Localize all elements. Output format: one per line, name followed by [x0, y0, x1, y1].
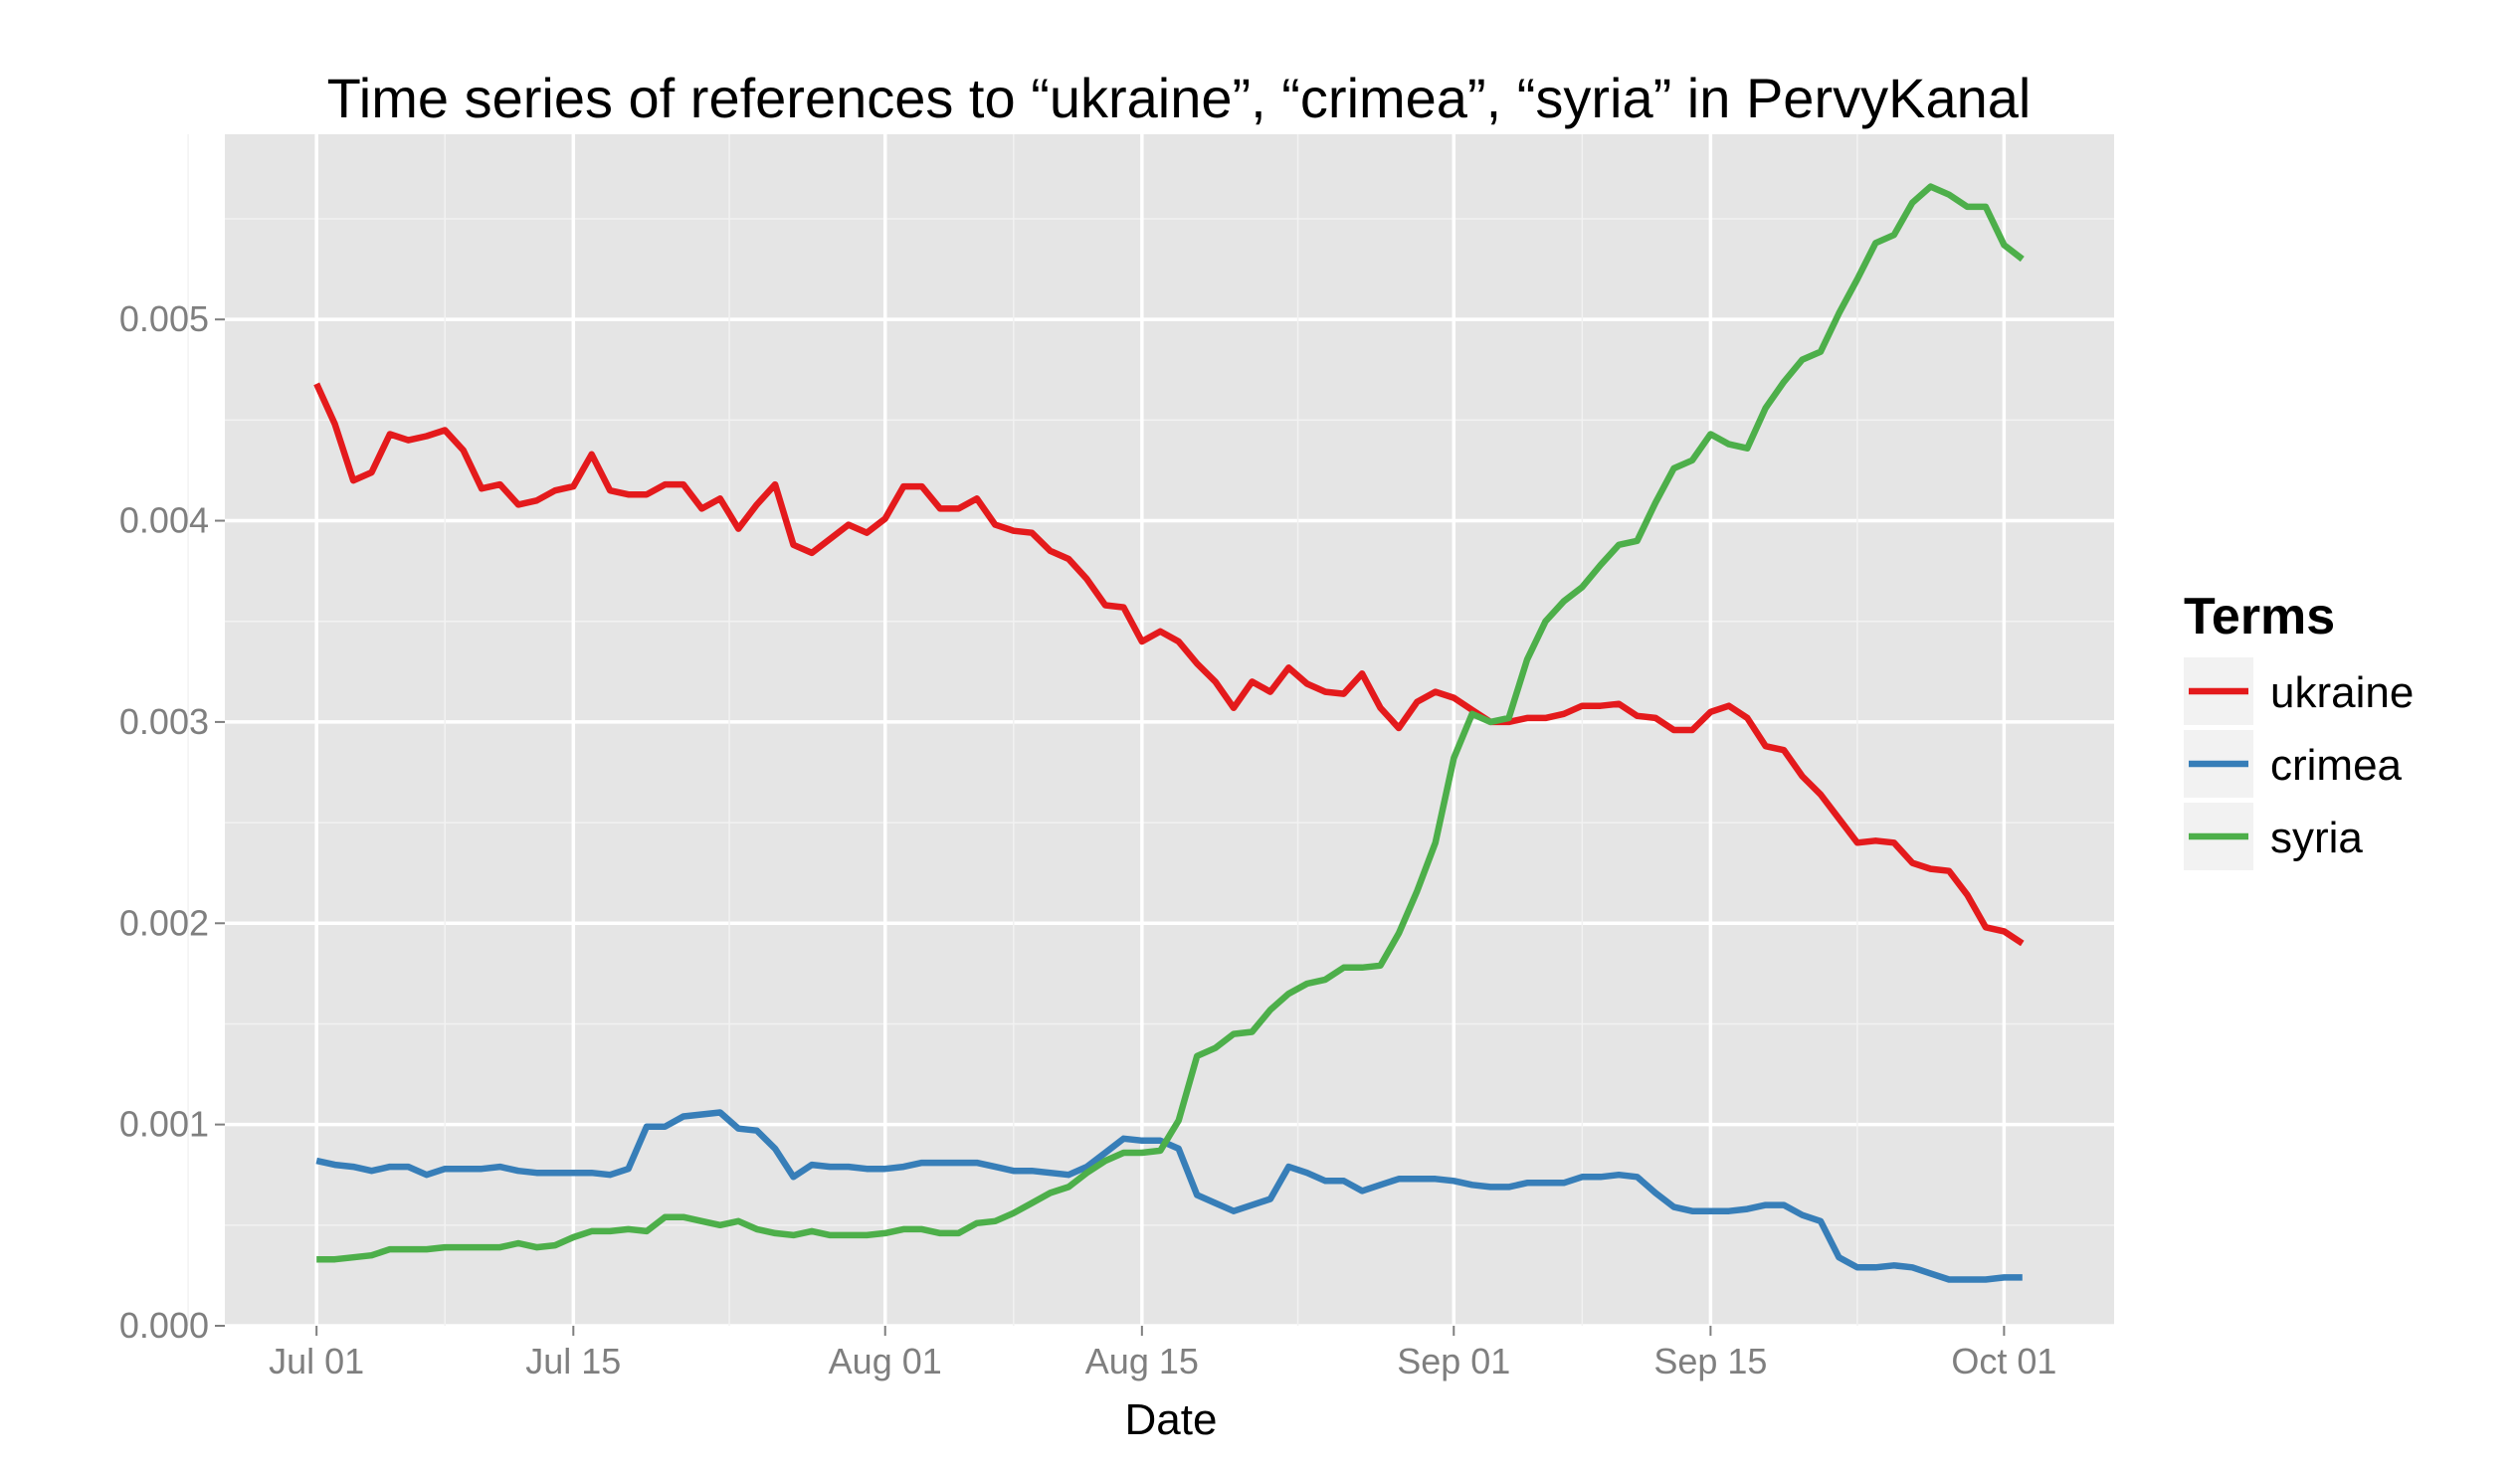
x-tick-label: Aug 15 [1085, 1341, 1199, 1381]
x-axis-title: Date [1125, 1395, 1218, 1444]
y-tick-label: 0.003 [119, 701, 209, 742]
y-tick-label: 0.004 [119, 500, 209, 541]
series-line-ukraine [313, 382, 2025, 947]
x-tick-label: Jul 15 [525, 1341, 621, 1381]
legend-label-ukraine: ukraine [2270, 668, 2414, 717]
series-line-syria [316, 183, 2025, 1263]
y-tick-label: 0.001 [119, 1104, 209, 1145]
legend-label-syria: syria [2270, 814, 2363, 862]
x-tick-label: Jul 01 [269, 1341, 364, 1381]
plot-background [225, 134, 2114, 1326]
legend-items: ukraine crimea syria [2184, 657, 2414, 870]
legend-label-crimea: crimea [2270, 741, 2403, 790]
grid-lines [187, 134, 2114, 1328]
x-tick-label: Aug 01 [829, 1341, 942, 1381]
x-tick-label: Sep 15 [1653, 1341, 1767, 1381]
y-tick-label: 0.000 [119, 1305, 209, 1346]
y-tick-label: 0.005 [119, 298, 209, 339]
axes: 0.000 0.001 0.002 0.003 0.004 0.005 Jul 01 Jul … [119, 298, 2057, 1381]
series-lines [313, 183, 2025, 1283]
y-tick-label: 0.002 [119, 902, 209, 943]
legend: Terms ukraine crimea syria [2184, 588, 2414, 870]
x-tick-label: Oct 01 [1951, 1341, 2056, 1381]
chart-title: Time series of references to “ukraine”, … [327, 67, 2032, 129]
series-line-crimea [315, 1109, 2023, 1283]
x-tick-label: Sep 01 [1397, 1341, 1510, 1381]
legend-title: Terms [2184, 588, 2335, 645]
